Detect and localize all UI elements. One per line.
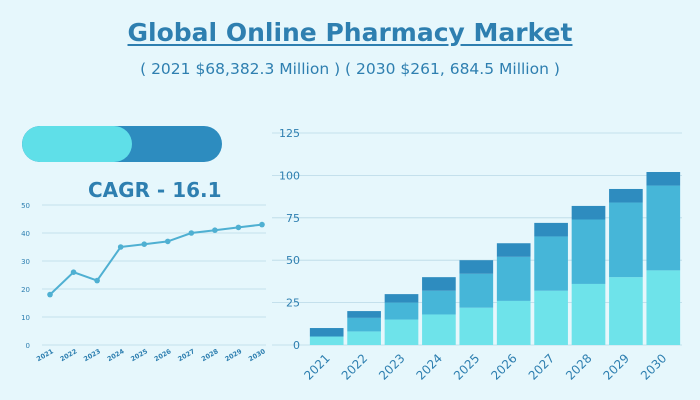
- bar-segment-base: [609, 277, 643, 345]
- x-tick-label: 2021: [35, 347, 55, 363]
- y-tick-label: 40: [21, 230, 30, 238]
- x-tick-label: 2023: [82, 347, 102, 363]
- data-point: [188, 230, 195, 236]
- cagr-progress-bar: [22, 126, 222, 162]
- x-tick-label: 2023: [376, 351, 407, 382]
- y-tick-label: 10: [21, 314, 30, 322]
- bar-segment-mid: [384, 302, 419, 320]
- bar-segment-top: [534, 222, 568, 237]
- y-tick-label: 50: [21, 202, 30, 210]
- bar-segment-top: [347, 311, 381, 318]
- x-tick-label: 2022: [59, 347, 79, 363]
- bar-segment-top: [459, 260, 494, 274]
- x-tick-label: 2024: [106, 347, 126, 363]
- page-title: Global Online Pharmacy Market: [127, 18, 573, 47]
- x-tick-label: 2026: [488, 351, 519, 382]
- x-tick-label: 2024: [414, 351, 445, 382]
- bar-segment-base: [534, 290, 568, 345]
- x-tick-label: 2021: [301, 351, 332, 382]
- bar-segment-top: [646, 172, 681, 186]
- data-point: [70, 269, 77, 275]
- bar-segment-mid: [459, 273, 494, 308]
- bar-segment-mid: [347, 317, 381, 332]
- data-point: [164, 238, 171, 245]
- bar-segment-mid: [571, 219, 606, 284]
- bar-segment-base: [496, 300, 531, 345]
- bar-segment-top: [309, 328, 344, 337]
- bar-segment-top: [384, 294, 419, 303]
- bar-segment-base: [422, 314, 456, 345]
- data-point: [235, 224, 242, 231]
- y-tick-label: 30: [21, 258, 30, 266]
- y-tick-label: 0: [26, 342, 30, 350]
- x-tick-label: 2028: [563, 351, 594, 382]
- bar-segment-mid: [534, 236, 568, 291]
- bar-segment-base: [309, 336, 344, 345]
- bar-segment-base: [459, 307, 494, 345]
- cagr-label: CAGR - 16.1: [88, 178, 222, 202]
- y-tick-label: 125: [279, 127, 300, 140]
- bar-segment-top: [422, 277, 456, 291]
- x-tick-label: 2025: [451, 351, 482, 382]
- data-point: [94, 277, 100, 284]
- bar-segment-top: [571, 205, 606, 220]
- x-tick-label: 2029: [224, 347, 244, 363]
- x-tick-label: 2030: [247, 347, 267, 363]
- bar-segment-mid: [422, 290, 456, 315]
- bar-segment-mid: [496, 256, 531, 301]
- data-point: [259, 221, 265, 228]
- x-tick-label: 2028: [200, 347, 220, 363]
- bar-segment-mid: [646, 185, 681, 271]
- y-tick-label: 50: [286, 254, 300, 267]
- y-tick-label: 25: [286, 297, 300, 310]
- bar-segment-base: [571, 283, 606, 345]
- data-point: [212, 227, 218, 233]
- x-tick-label: 2027: [526, 351, 557, 382]
- series-line: [49, 223, 263, 296]
- x-tick-label: 2026: [153, 347, 173, 363]
- y-tick-label: 0: [293, 339, 300, 352]
- x-tick-label: 2025: [129, 347, 149, 363]
- x-tick-label: 2030: [638, 351, 669, 382]
- data-point: [141, 241, 148, 247]
- bar-segment-base: [384, 319, 419, 345]
- page-subtitle: ( 2021 $68,382.3 Million ) ( 2030 $261, …: [140, 60, 560, 78]
- bar-segment-top: [496, 243, 531, 257]
- bar-segment-base: [646, 270, 681, 345]
- data-point: [117, 244, 124, 250]
- bar-segment-mid: [609, 202, 643, 278]
- y-tick-label: 75: [286, 212, 300, 225]
- data-point: [47, 291, 53, 298]
- y-tick-label: 20: [21, 286, 30, 294]
- x-tick-label: 2029: [601, 351, 632, 382]
- x-tick-label: 2022: [339, 351, 370, 382]
- x-tick-label: 2027: [176, 347, 196, 363]
- bar-segment-top: [609, 188, 643, 203]
- cagr-progress-fill: [22, 126, 132, 162]
- bar-segment-base: [347, 331, 381, 345]
- y-tick-label: 100: [279, 169, 300, 182]
